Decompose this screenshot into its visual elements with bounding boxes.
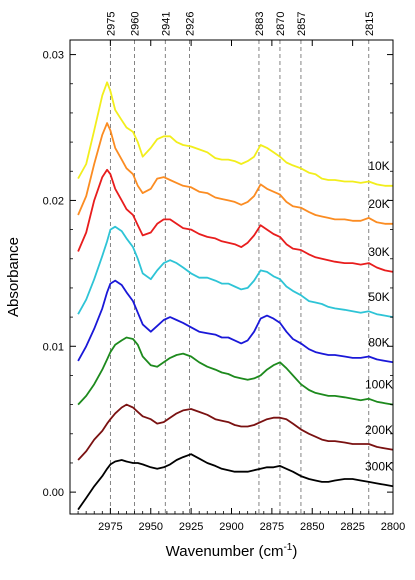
x-axis-title: Wavenumber (cm-1) [166, 542, 298, 560]
series-line-80K [77, 279, 394, 364]
series-label-80K: 80K [368, 335, 389, 349]
series-label-100K: 100K [365, 378, 393, 392]
reference-line-label-2975: 2975 [105, 12, 117, 36]
x-axis-title-main: Wavenumber (cm [166, 543, 284, 560]
series-lines [77, 81, 394, 511]
y-tick-label-0.00: 0.00 [43, 487, 64, 499]
reference-line-label-2960: 2960 [130, 12, 142, 36]
reference-line-label-2857: 2857 [296, 12, 308, 36]
y-tick-label-0.01: 0.01 [43, 341, 64, 353]
series-line-300K [77, 453, 394, 511]
x-tick-label-2975: 2975 [98, 521, 122, 533]
x-tick-label-2850: 2850 [300, 521, 324, 533]
reference-line-label-2870: 2870 [275, 12, 287, 36]
series-label-300K: 300K [365, 459, 393, 473]
series-line-20K [77, 122, 393, 225]
x-axis-title-superscript: -1 [283, 542, 292, 553]
x-tick-label-2825: 2825 [340, 521, 364, 533]
y-tick-label-0.02: 0.02 [43, 195, 64, 207]
series-line-10K [77, 81, 393, 187]
reference-line-label-2926: 2926 [185, 12, 197, 36]
series-line-200K [77, 403, 394, 461]
x-tick-label-2875: 2875 [260, 521, 284, 533]
series-label-20K: 20K [368, 197, 389, 211]
series-line-30K [77, 168, 394, 273]
reference-line-label-2941: 2941 [160, 12, 172, 36]
y-axis: 0.00 0.01 0.02 0.03 [43, 50, 393, 499]
reference-line-label-2815: 2815 [364, 12, 376, 36]
reference-lines: 2975 2960 2941 2926 2883 2870 2857 2815 [105, 12, 376, 514]
series-label-50K: 50K [368, 290, 389, 304]
reference-line-label-2883: 2883 [254, 12, 266, 36]
y-axis-title: Absorbance [5, 237, 22, 317]
x-axis: 2975 2950 2925 2900 2875 2850 2825 2800 [77, 40, 405, 533]
x-tick-label-2925: 2925 [179, 521, 203, 533]
series-line-50K [77, 225, 394, 318]
y-tick-label-0.03: 0.03 [43, 50, 64, 62]
x-tick-label-2950: 2950 [139, 521, 163, 533]
series-labels: 10K 20K 30K 50K 80K 100K 200K 300K [365, 159, 393, 473]
x-tick-label-2800: 2800 [381, 521, 405, 533]
x-tick-label-2900: 2900 [219, 521, 243, 533]
series-label-30K: 30K [368, 245, 389, 259]
series-label-200K: 200K [365, 423, 393, 437]
x-axis-title-close: ) [292, 543, 297, 560]
series-line-100K [77, 336, 394, 406]
series-label-10K: 10K [368, 159, 389, 173]
